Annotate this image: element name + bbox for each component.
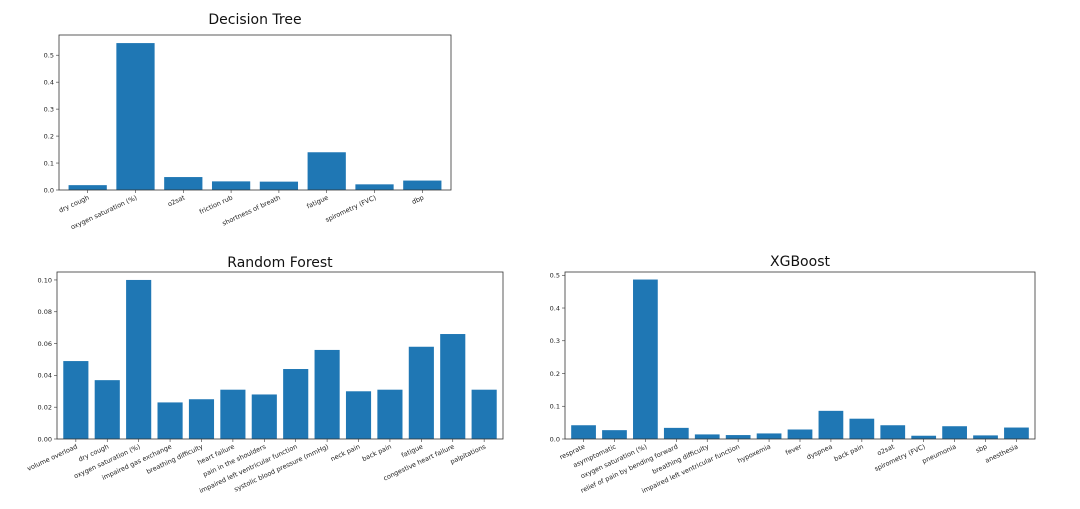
y-tick-label: 0.02 xyxy=(38,403,52,411)
bar xyxy=(345,391,372,439)
bar xyxy=(571,425,596,439)
y-tick-label: 0.3 xyxy=(550,337,560,345)
bar xyxy=(377,389,403,439)
bar xyxy=(307,152,346,190)
bar xyxy=(756,433,782,439)
x-tick-label: o2sat xyxy=(166,193,186,208)
x-tick-label: back pain xyxy=(361,443,393,464)
x-tick-label: fever xyxy=(784,442,803,456)
y-tick-label: 0.2 xyxy=(550,370,560,378)
bar xyxy=(251,394,277,439)
bar xyxy=(663,427,689,439)
bar xyxy=(440,334,466,439)
x-tick-label: anesthesia xyxy=(984,443,1019,465)
bar xyxy=(157,402,183,439)
chart-title: Random Forest xyxy=(227,255,333,271)
y-tick-label: 0.1 xyxy=(44,159,54,167)
x-tick-label: back pain xyxy=(833,443,865,464)
bar xyxy=(818,410,844,439)
bar xyxy=(880,425,906,439)
y-tick-label: 0.5 xyxy=(44,52,54,60)
y-tick-label: 0.3 xyxy=(44,105,54,113)
bar xyxy=(725,435,751,439)
bar xyxy=(63,361,89,439)
bar xyxy=(259,181,299,190)
bar xyxy=(633,279,658,439)
bar xyxy=(602,430,627,439)
y-tick-label: 0.2 xyxy=(44,132,54,140)
x-tick-label: hypoxemia xyxy=(736,443,772,465)
x-tick-label: dry cough xyxy=(58,194,91,215)
bar xyxy=(942,426,967,439)
x-tick-label: dyspnea xyxy=(805,443,833,462)
y-tick-label: 0.08 xyxy=(38,308,52,316)
bar xyxy=(694,434,720,439)
bar xyxy=(116,43,155,190)
x-tick-label: palpitations xyxy=(449,442,488,466)
bar xyxy=(211,181,251,190)
x-tick-label: neck pain xyxy=(329,443,361,464)
bar xyxy=(164,177,203,190)
bar xyxy=(911,435,937,439)
bar xyxy=(973,435,998,439)
bar xyxy=(787,429,813,439)
bar xyxy=(355,184,394,190)
decision-tree-chart: Decision Tree 0.0 0.1 0.2 0.3 0.4 0.5 dry cough… xyxy=(44,12,452,231)
chart-title: XGBoost xyxy=(770,254,830,270)
xgboost-chart: XGBoost0.00.10.20.30.40.5resprateasympto… xyxy=(550,254,1036,495)
x-tick-label: friction rub xyxy=(198,194,234,216)
y-tick-label: 0.0 xyxy=(550,435,560,443)
bar xyxy=(283,369,309,439)
bar xyxy=(68,185,107,190)
y-tick-label: 0.4 xyxy=(550,304,560,312)
random-forest-chart: Random Forest 0.00 0.02 0.04 0.06 0.08 0.10 vol… xyxy=(26,255,504,495)
x-tick-label: o2sat xyxy=(876,442,896,457)
x-tick-label: pneumonia xyxy=(921,443,958,466)
y-tick-label: 0.00 xyxy=(38,435,52,443)
y-tick-label: 0.04 xyxy=(38,372,52,380)
bar xyxy=(126,279,152,439)
plot-frame xyxy=(58,34,452,191)
x-tick-label: spirometry (FVC) xyxy=(324,194,377,225)
bar xyxy=(471,389,497,439)
y-tick-label: 0.10 xyxy=(38,276,52,284)
plot-frame xyxy=(56,271,504,440)
bar xyxy=(314,349,340,439)
bar xyxy=(188,399,215,439)
chart-title: Decision Tree xyxy=(208,12,301,28)
x-tick-label: volume overload xyxy=(26,443,79,473)
bar xyxy=(94,380,120,439)
bar xyxy=(849,418,875,439)
y-tick-label: 0.1 xyxy=(550,403,560,411)
bar xyxy=(220,389,246,439)
y-tick-label: 0.06 xyxy=(38,340,52,348)
bar xyxy=(403,180,442,190)
y-tick-label: 0.4 xyxy=(44,78,54,86)
x-tick-label: sbp xyxy=(974,443,988,455)
x-tick-label: fatigue xyxy=(305,194,329,211)
y-tick-label: 0.0 xyxy=(44,186,54,194)
x-tick-label: dbp xyxy=(411,194,426,206)
y-tick-label: 0.5 xyxy=(550,272,560,280)
bar xyxy=(1004,427,1029,439)
bar xyxy=(408,346,434,439)
